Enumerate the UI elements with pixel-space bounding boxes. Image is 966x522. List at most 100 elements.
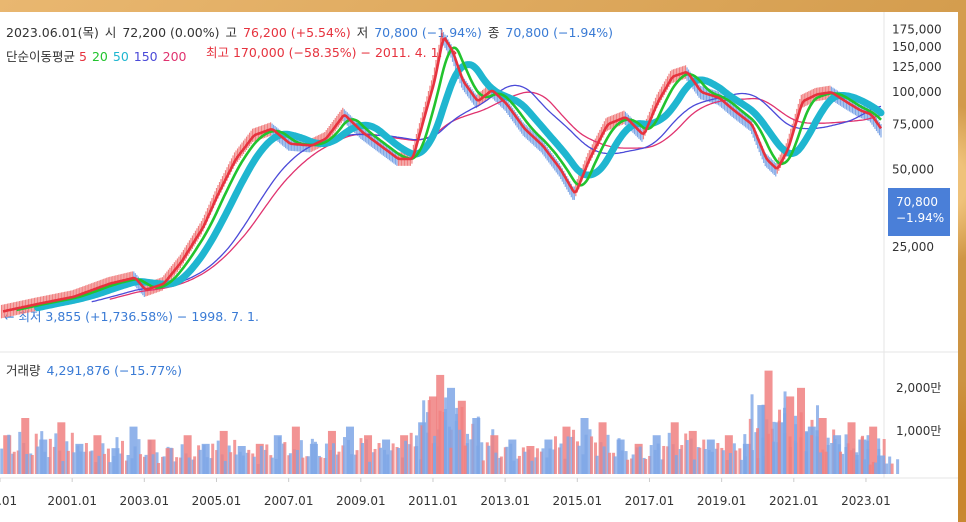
volume-bar bbox=[395, 447, 399, 474]
price-tick-label: 175,000 bbox=[892, 23, 942, 37]
volume-bar bbox=[480, 442, 484, 474]
volume-bar bbox=[666, 446, 670, 474]
volume-bar bbox=[237, 446, 246, 474]
volume-bar bbox=[359, 438, 363, 474]
volume-bar bbox=[422, 400, 426, 474]
volume-bar bbox=[786, 396, 795, 474]
volume-bar bbox=[487, 445, 491, 474]
volume-bar bbox=[721, 450, 725, 474]
volume-bar bbox=[84, 442, 88, 474]
volume-bar bbox=[443, 420, 447, 474]
volume-bar bbox=[833, 438, 837, 474]
ohlc-header: 2023.06.01(목) 시 72,200 (0.00%) 고 76,200 (+5.… bbox=[6, 22, 619, 41]
volume-bar bbox=[425, 412, 429, 474]
volume-bar bbox=[797, 387, 806, 474]
volume-bar bbox=[345, 426, 354, 474]
volume-bar bbox=[108, 462, 112, 474]
volume-bar bbox=[757, 405, 766, 474]
volume-bar bbox=[503, 447, 507, 474]
volume-bar bbox=[361, 443, 365, 474]
volume-bar bbox=[379, 447, 383, 474]
volume-bar bbox=[526, 446, 535, 474]
volume-bar bbox=[414, 435, 418, 474]
volume-bar bbox=[115, 437, 119, 474]
volume-bar bbox=[327, 430, 336, 474]
volume-bar bbox=[830, 443, 834, 474]
volume-bar bbox=[608, 452, 612, 474]
stock-chart[interactable]: 25,000 50,000 75,000 100,000 125,000 150,000 1… bbox=[0, 12, 958, 522]
volume-bar bbox=[193, 456, 197, 474]
volume-bar bbox=[670, 422, 679, 474]
volume-bar bbox=[512, 460, 516, 474]
volume-bar bbox=[626, 459, 630, 474]
volume-bar bbox=[323, 457, 327, 474]
volume-bar bbox=[377, 443, 381, 474]
volume-bar bbox=[469, 439, 473, 474]
ma-legend[interactable]: 단순이동평균 5 20 50 150 200 bbox=[6, 46, 193, 65]
volume-bar bbox=[631, 454, 635, 474]
current-price-value: 70,800 bbox=[896, 195, 938, 209]
price-tick-label: 75,000 bbox=[892, 117, 934, 131]
volume-bar bbox=[191, 459, 195, 474]
volume-bar bbox=[427, 400, 431, 474]
volume-bar bbox=[890, 463, 894, 474]
volume-bar bbox=[335, 454, 339, 474]
volume-bar bbox=[259, 445, 263, 474]
ma20-line bbox=[16, 46, 882, 312]
volume-bar bbox=[754, 432, 758, 474]
volume-bar bbox=[397, 447, 401, 474]
volume-bar bbox=[788, 436, 792, 474]
volume-bar bbox=[590, 436, 594, 474]
volume-bar bbox=[57, 422, 66, 474]
volume-bar bbox=[309, 443, 318, 474]
volume-bar bbox=[734, 450, 738, 474]
volume-bar bbox=[553, 436, 557, 474]
volume-bar bbox=[255, 443, 264, 474]
volume-bar bbox=[299, 440, 303, 474]
volume-bar bbox=[241, 455, 245, 474]
volume-bar bbox=[844, 447, 848, 474]
volume-bar bbox=[756, 428, 760, 474]
volume-bar bbox=[409, 432, 413, 474]
volume-bar bbox=[602, 446, 606, 474]
volume-bar bbox=[165, 448, 174, 474]
ma150-line bbox=[91, 84, 882, 303]
volume-bar bbox=[761, 437, 765, 474]
volume-bar bbox=[517, 455, 521, 474]
volume-bar bbox=[48, 438, 52, 474]
high-label: 고 bbox=[225, 25, 238, 40]
volume-bar bbox=[373, 448, 377, 474]
volume-bar bbox=[720, 447, 724, 474]
volume-bar bbox=[638, 446, 642, 474]
volume-bar bbox=[724, 435, 733, 474]
volume-value: 4,291,876 (−15.77%) bbox=[46, 363, 182, 378]
volume-bar bbox=[472, 418, 481, 474]
volume-tick-label: 1,000만 bbox=[896, 424, 941, 438]
volume-bar bbox=[16, 450, 20, 474]
volume-bar bbox=[499, 456, 503, 474]
volume-tick-label: 2,000만 bbox=[896, 381, 941, 395]
volume-bar bbox=[552, 449, 556, 474]
volume-bar bbox=[209, 458, 213, 474]
volume-bar bbox=[54, 433, 58, 474]
volume-bar bbox=[562, 426, 571, 474]
high-value: 76,200 (+5.54%) bbox=[243, 25, 351, 40]
ma150-label: 150 bbox=[133, 49, 158, 64]
volume-bar bbox=[151, 454, 155, 474]
volume-bar bbox=[0, 448, 4, 474]
volume-bar bbox=[570, 436, 574, 474]
volume-bar bbox=[620, 450, 624, 474]
volume-bar bbox=[124, 460, 128, 474]
volume-bar bbox=[305, 456, 309, 474]
volume-bar bbox=[72, 452, 76, 474]
x-tick-label: 2011.01 bbox=[408, 494, 458, 508]
volume-bar bbox=[815, 430, 819, 474]
close-label: 종 bbox=[487, 25, 500, 40]
low-label: 저 bbox=[356, 25, 369, 40]
volume-bar bbox=[198, 449, 202, 474]
volume-bar bbox=[281, 443, 285, 474]
volume-bar bbox=[508, 439, 517, 474]
volume-bar bbox=[29, 453, 33, 474]
volume-bar bbox=[584, 434, 588, 474]
volume-bar bbox=[750, 394, 754, 474]
